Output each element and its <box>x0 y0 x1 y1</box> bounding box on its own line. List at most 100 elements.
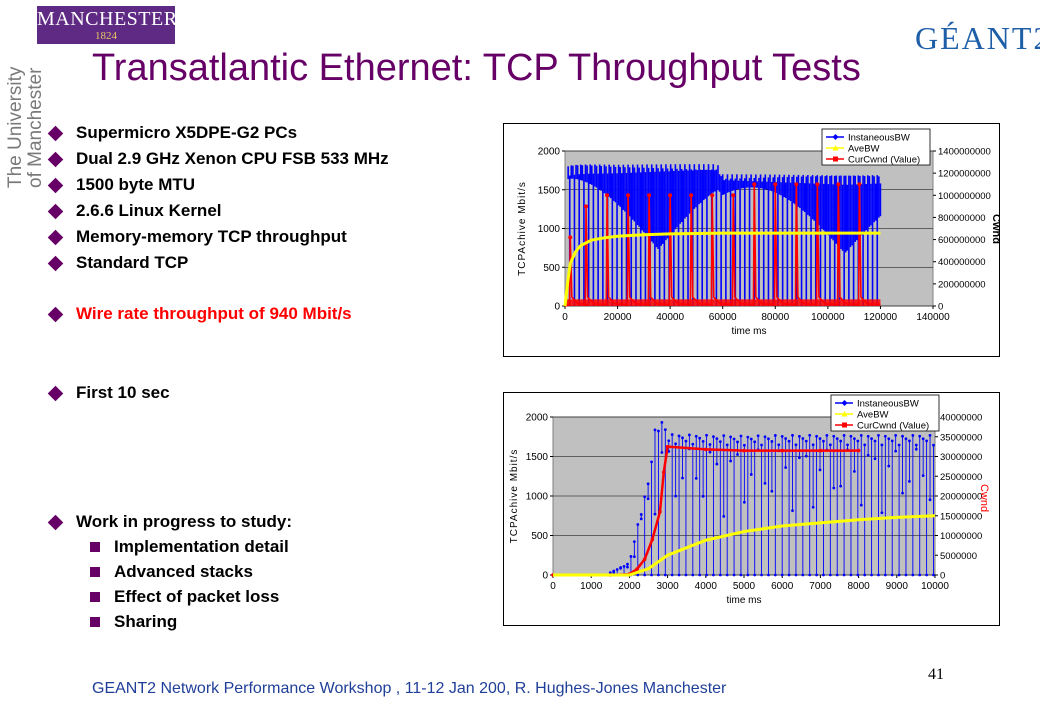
instantaneous-bw-point <box>815 434 818 438</box>
instantaneous-bw-point <box>797 434 801 438</box>
instantaneous-bw-point <box>897 573 901 577</box>
instantaneous-bw-point <box>894 433 898 437</box>
instantaneous-bw-point <box>681 476 684 480</box>
instantaneous-bw-point <box>839 439 843 443</box>
legend-label: InstaneousBW <box>848 133 910 144</box>
y2-tick-label: 600000000 <box>938 235 986 246</box>
instantaneous-bw-point <box>718 573 722 577</box>
sub-bullet-item: Advanced stacks <box>90 562 253 582</box>
instantaneous-bw-point <box>904 437 908 441</box>
x-tick-label: 3000 <box>656 581 679 592</box>
instantaneous-bw-point <box>883 573 887 577</box>
instantaneous-bw-point <box>873 457 877 461</box>
series-cwnd <box>564 182 881 307</box>
instantaneous-bw-point <box>677 434 681 438</box>
instantaneous-bw-point <box>670 573 674 577</box>
instantaneous-bw-point <box>746 573 750 577</box>
square-bullet-icon <box>90 617 100 628</box>
instantaneous-bw-point <box>925 573 928 577</box>
y-tick-label: 500 <box>531 531 548 542</box>
y-tick-label: 1500 <box>538 185 561 196</box>
instantaneous-bw-point <box>626 565 629 569</box>
instantaneous-bw-point <box>767 573 770 577</box>
diamond-bullet-icon <box>47 151 64 167</box>
instantaneous-bw-point <box>811 505 815 509</box>
instantaneous-bw-point <box>835 573 839 577</box>
instantaneous-bw-point <box>842 433 846 437</box>
instantaneous-bw-point <box>828 573 832 577</box>
instantaneous-bw-point <box>932 443 935 447</box>
y-tick-label: 2000 <box>526 413 549 424</box>
instantaneous-bw-point <box>698 436 702 440</box>
instantaneous-bw-point <box>667 439 671 443</box>
y2-axis-label: Cwnd <box>990 214 1000 244</box>
x-axis-label: time ms <box>732 326 767 337</box>
instantaneous-bw-point <box>914 447 918 451</box>
footer-text: GEANT2 Network Performance Workshop , 11… <box>92 680 727 697</box>
series-instantaneous-bw <box>567 164 882 306</box>
y-tick-label: 2000 <box>538 147 561 158</box>
instantaneous-bw-point <box>746 435 750 439</box>
cwnd-point <box>635 567 639 571</box>
instantaneous-bw-point <box>804 454 808 458</box>
y-axis-label: TCPAchive Mbit/s <box>517 181 528 276</box>
y2-tick-label: 0 <box>940 571 945 582</box>
legend-marker <box>833 156 838 162</box>
instantaneous-bw-point <box>694 434 698 438</box>
y2-tick-label: 10000000 <box>940 531 982 542</box>
y2-tick-label: 30000000 <box>940 452 982 463</box>
x-tick-label: 0 <box>562 312 568 323</box>
bullet-item: Dual 2.9 GHz Xenon CPU FSB 533 MHz <box>47 149 389 169</box>
legend-marker <box>841 411 848 417</box>
y2-tick-label: 400000000 <box>938 257 986 268</box>
instantaneous-bw-point <box>815 573 818 577</box>
instantaneous-bw-point <box>849 434 853 438</box>
bullet-item: Work in progress to study: <box>47 512 292 532</box>
instantaneous-bw-point <box>784 437 788 440</box>
instantaneous-bw-point <box>708 443 712 446</box>
instantaneous-bw-point <box>612 570 616 574</box>
cwnd-point <box>650 537 655 542</box>
instantaneous-bw-point <box>663 573 667 577</box>
instantaneous-bw-point <box>660 451 664 454</box>
y2-tick-label: 1000000000 <box>938 191 991 202</box>
cwnd-floor-band <box>565 299 881 306</box>
instantaneous-bw-point <box>657 573 660 577</box>
x-tick-label: 120000 <box>864 312 898 323</box>
instantaneous-bw-point <box>729 435 733 439</box>
instantaneous-bw-point <box>880 511 884 515</box>
instantaneous-bw-point <box>684 439 688 443</box>
square-bullet-icon <box>90 542 100 553</box>
diamond-bullet-icon <box>47 177 64 193</box>
university-line-1: The University <box>5 66 26 188</box>
cwnd-point <box>665 444 670 449</box>
y2-tick-label: 20000000 <box>940 492 982 503</box>
instantaneous-bw-point <box>729 459 733 463</box>
chart-throughput-full: 0 500 1000 1500 2000 0 20000 40000 60000 80000 100… <box>503 123 1000 357</box>
y2-tick-label: 40000000 <box>940 413 982 424</box>
x-tick-label: 140000 <box>916 312 950 323</box>
instantaneous-bw-point <box>818 468 822 472</box>
instantaneous-bw-point <box>835 437 839 441</box>
manchester-logo-year: 1824 <box>95 30 117 42</box>
instantaneous-bw-point <box>712 573 715 577</box>
instantaneous-bw-point <box>832 434 836 438</box>
y2-tick-label: 5000000 <box>940 551 977 562</box>
instantaneous-bw-point <box>808 573 812 577</box>
instantaneous-bw-point <box>732 437 736 441</box>
x-tick-label: 5000 <box>733 581 756 592</box>
instantaneous-bw-point <box>887 437 891 441</box>
instantaneous-bw-point <box>856 573 860 577</box>
instantaneous-bw-point <box>657 429 660 433</box>
instantaneous-bw-point <box>811 443 815 447</box>
y2-tick-label: 1200000000 <box>938 169 991 180</box>
geant2-logo: GÉANT2 <box>915 20 1040 56</box>
instantaneous-bw-point <box>732 573 736 577</box>
instantaneous-bw-point <box>911 433 915 437</box>
instantaneous-bw-point <box>932 573 935 577</box>
instantaneous-bw-point <box>715 462 719 466</box>
x-tick-label: 4000 <box>695 581 718 592</box>
instantaneous-bw-point <box>873 439 877 443</box>
y2-tick-label: 1400000000 <box>938 147 991 158</box>
